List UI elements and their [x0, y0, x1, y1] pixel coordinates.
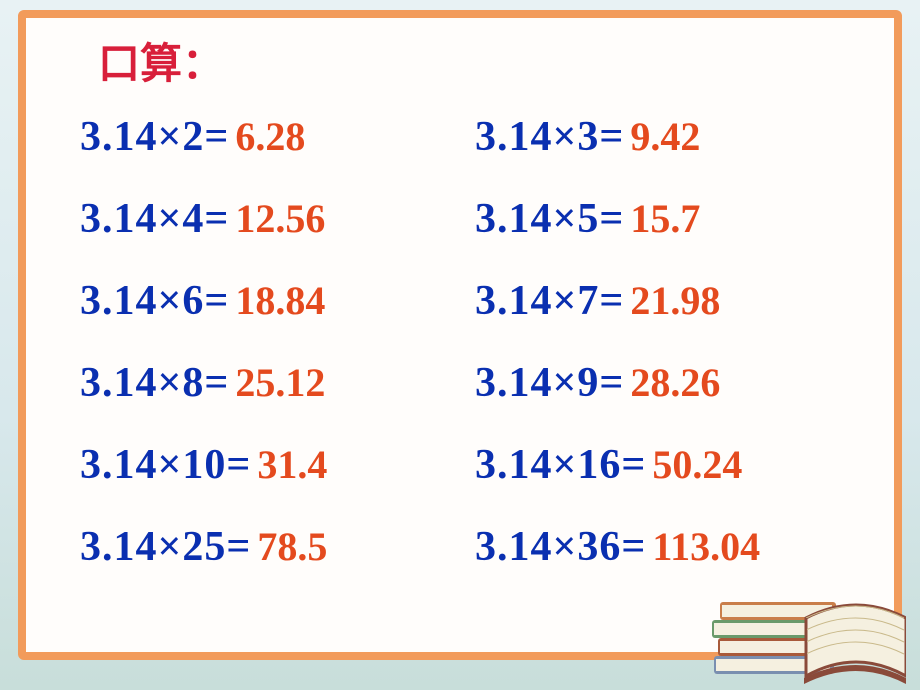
- problem-text: 3.14×6=: [80, 277, 229, 325]
- problem-cell: 3.14×7=21.98: [475, 277, 870, 325]
- problem-cell: 3.14×9=28.26: [475, 359, 870, 407]
- problem-cell: 3.14×16=50.24: [475, 441, 870, 489]
- problem-row: 3.14×8=25.123.14×9=28.26: [80, 359, 870, 407]
- answer-text: 28.26: [630, 359, 720, 406]
- problem-row: 3.14×6=18.843.14×7=21.98: [80, 277, 870, 325]
- answer-text: 12.56: [235, 195, 325, 242]
- problem-text: 3.14×36=: [475, 523, 646, 571]
- problem-text: 3.14×3=: [475, 113, 624, 161]
- problem-cell: 3.14×2=6.28: [80, 113, 475, 161]
- problem-cell: 3.14×5=15.7: [475, 195, 870, 243]
- answer-text: 50.24: [652, 441, 742, 488]
- problem-text: 3.14×25=: [80, 523, 251, 571]
- books-icon: [706, 558, 906, 688]
- problem-text: 3.14×5=: [475, 195, 624, 243]
- problem-list: 3.14×2=6.283.14×3=9.423.14×4=12.563.14×5…: [50, 113, 870, 571]
- answer-text: 21.98: [630, 277, 720, 324]
- problem-cell: 3.14×25=78.5: [80, 523, 475, 571]
- problem-cell: 3.14×8=25.12: [80, 359, 475, 407]
- problem-text: 3.14×4=: [80, 195, 229, 243]
- problem-text: 3.14×7=: [475, 277, 624, 325]
- problem-row: 3.14×10=31.43.14×16=50.24: [80, 441, 870, 489]
- problem-cell: 3.14×6=18.84: [80, 277, 475, 325]
- problem-cell: 3.14×4=12.56: [80, 195, 475, 243]
- problem-text: 3.14×2=: [80, 113, 229, 161]
- problem-cell: 3.14×10=31.4: [80, 441, 475, 489]
- problem-text: 3.14×9=: [475, 359, 624, 407]
- problem-cell: 3.14×3=9.42: [475, 113, 870, 161]
- answer-text: 9.42: [630, 113, 700, 160]
- problem-row: 3.14×4=12.563.14×5=15.7: [80, 195, 870, 243]
- problem-text: 3.14×16=: [475, 441, 646, 489]
- answer-text: 15.7: [630, 195, 700, 242]
- page-title: 口算：: [98, 30, 870, 91]
- answer-text: 6.28: [235, 113, 305, 160]
- answer-text: 25.12: [235, 359, 325, 406]
- answer-text: 78.5: [257, 523, 327, 570]
- problem-text: 3.14×10=: [80, 441, 251, 489]
- problem-text: 3.14×8=: [80, 359, 229, 407]
- problem-row: 3.14×2=6.283.14×3=9.42: [80, 113, 870, 161]
- answer-text: 18.84: [235, 277, 325, 324]
- answer-text: 31.4: [257, 441, 327, 488]
